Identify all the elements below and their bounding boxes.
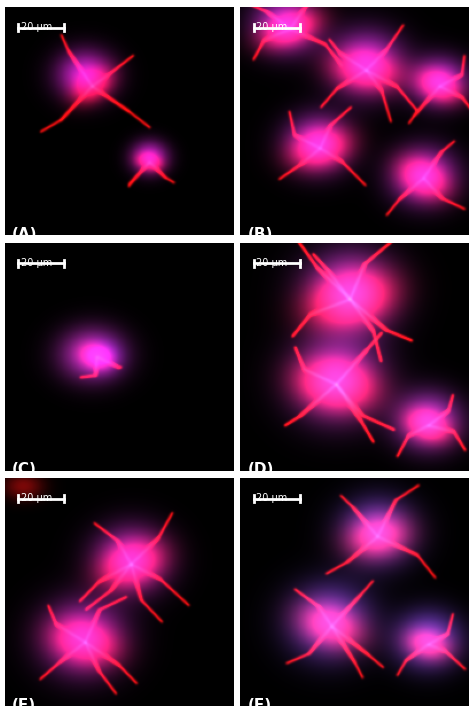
Text: (A): (A) (11, 226, 37, 241)
Text: (C): (C) (11, 462, 36, 477)
Text: 20 μm: 20 μm (21, 22, 52, 32)
Text: 20 μm: 20 μm (21, 493, 52, 503)
Text: 20 μm: 20 μm (21, 258, 52, 268)
Text: 20 μm: 20 μm (256, 258, 288, 268)
Text: (F): (F) (247, 698, 272, 713)
Text: 20 μm: 20 μm (256, 22, 288, 32)
Text: 20 μm: 20 μm (256, 493, 288, 503)
Text: (D): (D) (247, 462, 273, 477)
Text: (B): (B) (247, 226, 273, 241)
Text: (E): (E) (11, 698, 36, 713)
